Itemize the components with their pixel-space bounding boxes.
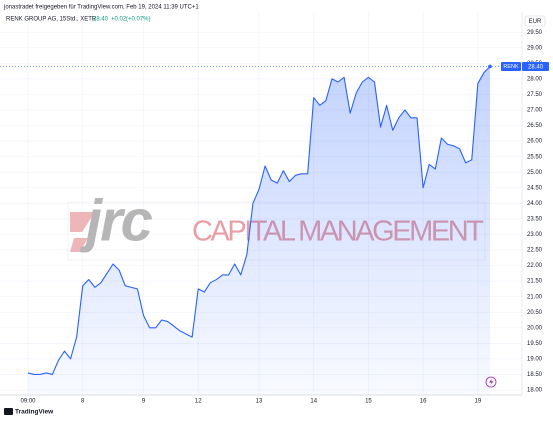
- y-tick-label: 19.50: [527, 341, 543, 347]
- y-tick-label: 20.50: [527, 310, 543, 316]
- y-tick-label: 21.50: [527, 279, 543, 285]
- price-tag: [522, 61, 549, 71]
- footer-logo: [4, 408, 13, 415]
- y-tick-label: 29.00: [527, 45, 543, 51]
- y-tick-label: 18.50: [527, 372, 543, 378]
- footer: TradingView: [15, 409, 54, 416]
- legend-change: +0.02: [111, 17, 127, 23]
- symbol-tag-text: RENK: [503, 64, 519, 70]
- y-tick-label: 18.00: [527, 388, 543, 394]
- y-tick-label: 27.00: [527, 108, 543, 114]
- y-tick-label: 22.00: [527, 263, 543, 269]
- y-tick-label: 26.50: [527, 123, 543, 129]
- watermark-logo: jrc: [79, 188, 153, 253]
- line: [27, 66, 491, 376]
- x-tick-label: 14: [310, 399, 317, 405]
- y-tick-label: 24.50: [527, 185, 543, 191]
- y-tick-label: 23.00: [527, 232, 543, 238]
- y-tick-label: 25.00: [527, 170, 543, 176]
- x-tick-label: 9: [142, 399, 146, 405]
- event-bolt: [489, 378, 494, 386]
- y-tick-label: 22.50: [527, 248, 543, 254]
- y-tick-label: 29.50: [527, 30, 543, 36]
- y-tick-label: 24.00: [527, 201, 543, 207]
- y-tick-label: 28.00: [527, 76, 543, 82]
- x-tick-label: 12: [195, 399, 202, 405]
- y-tick-label: 25.50: [527, 154, 543, 160]
- y-tick-label: 20.00: [527, 325, 543, 331]
- x-tick-label: 15: [365, 399, 372, 405]
- x-tick-label: 13: [256, 399, 263, 405]
- legend-change-pct: (+0.07%): [126, 17, 151, 23]
- symbol-tag: [501, 61, 521, 71]
- legend-title: RENK GROUP AG, 15Std., XETR: [6, 17, 97, 23]
- area: [28, 66, 490, 395]
- header: jonastradet freigegeben für TradingView.…: [3, 5, 199, 11]
- currency: EUR: [529, 19, 542, 25]
- x-tick-label: 19: [474, 399, 481, 405]
- watermark-slash: [70, 212, 95, 232]
- currency-box: [524, 15, 546, 27]
- y-tick-label: 27.50: [527, 92, 543, 98]
- x-tick-label: 16: [420, 399, 427, 405]
- x-tick-label: 8: [81, 399, 85, 405]
- y-tick-label: 19.00: [527, 356, 543, 362]
- watermark-slash: [70, 238, 88, 252]
- price-tag-text: 28.40: [528, 64, 544, 70]
- plot: [0, 64, 522, 395]
- legend-price: 28.40: [93, 17, 109, 23]
- x-tick-label: 09:00: [20, 399, 36, 405]
- y-tick-label: 23.50: [527, 216, 543, 222]
- y-tick-label: 26.00: [527, 139, 543, 145]
- y-tick-label: 21.00: [527, 294, 543, 300]
